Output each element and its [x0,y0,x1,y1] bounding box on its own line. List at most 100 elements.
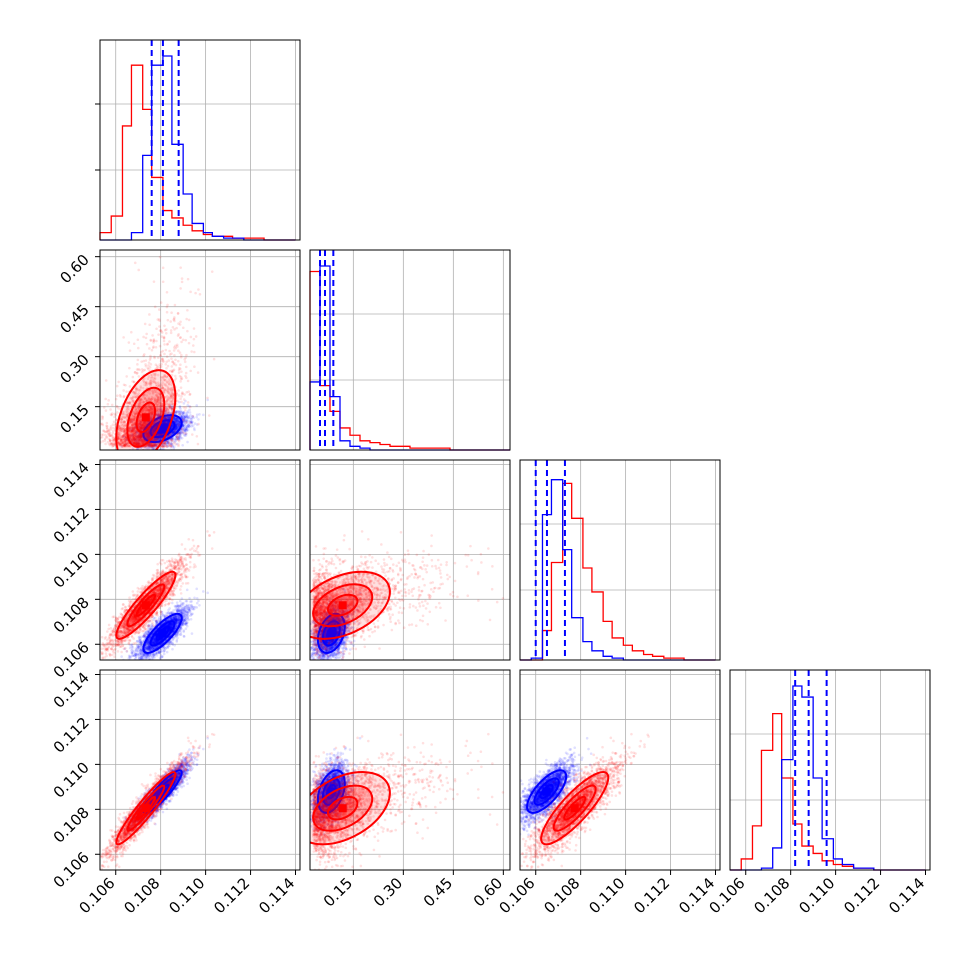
panel-grid [100,40,300,240]
sample-point [189,419,192,423]
sample-point [102,429,105,432]
sample-point [186,404,190,407]
sample-point [173,353,176,357]
sample-point [175,425,178,429]
sample-point [180,353,183,357]
sample-point [189,369,192,373]
sample-point [106,440,110,444]
sample-point [191,420,194,424]
sample-point [181,443,184,447]
sample-point [165,367,168,370]
sample-point [162,336,166,340]
sample-point [177,410,181,413]
sample-point [124,383,127,387]
sample-point [165,360,168,364]
sample-point [186,308,189,312]
sample-point [114,397,118,401]
sample-point [180,431,183,434]
sample-point [133,437,137,441]
sample-point [146,433,150,437]
sample-point [185,414,189,417]
sample-point [109,408,112,411]
sample-point [179,363,182,367]
sample-point [106,429,110,433]
sample-point [133,261,137,265]
sample-point [178,404,182,408]
sample-point [179,287,182,290]
sample-point [154,443,158,446]
sample-point [145,432,149,436]
sample-point [186,379,190,383]
sample-point [109,425,113,428]
sample-point [186,421,189,425]
sample-point [187,419,191,423]
sample-point [151,439,155,442]
sample-point [147,434,151,438]
sample-point [178,336,182,340]
sample-point [175,424,179,428]
sample-point [146,443,150,447]
sample-point [207,414,211,417]
sample-point [176,359,180,363]
sample-point [155,444,158,448]
sample-point [172,430,175,434]
sample-point [146,432,150,435]
sample-point [179,436,182,439]
sample-point [177,349,180,353]
sample-point [78,444,81,447]
sample-point [165,416,168,420]
sample-point [149,417,153,421]
sample-point [110,403,114,407]
histogram-series_a [100,55,296,241]
sample-point [169,331,173,335]
sample-point [108,439,112,443]
sample-point [173,416,176,420]
sample-point [170,424,174,427]
sample-point [164,416,168,420]
sample-point [128,366,131,370]
sample-point [158,325,161,328]
sample-point [153,444,157,447]
sample-point [145,342,149,346]
sample-point [164,411,168,414]
sample-point [183,416,186,419]
sample-point [197,422,200,426]
sample-point [177,424,181,428]
sample-point [186,440,189,444]
sample-point [183,419,187,423]
sample-point [162,421,166,424]
sample-point [183,416,187,419]
sample-point [104,409,108,412]
sample-point [170,437,174,441]
sample-point [171,442,174,446]
sample-point [182,418,185,422]
sample-point [181,428,184,431]
sample-point [137,435,141,438]
sample-point [170,423,174,426]
sample-point [158,308,161,311]
sample-point [151,443,155,446]
sample-point [178,431,181,435]
sample-point [176,422,180,426]
sample-point [184,371,188,375]
sample-point [180,416,184,419]
sample-point [182,402,186,405]
sample-point [140,370,144,374]
sample-point [125,390,128,393]
sample-point [165,443,168,447]
sample-point [97,421,100,424]
sample-point [187,416,191,419]
histogram-panel-0 [99,40,296,241]
sample-point [153,443,157,447]
sample-point [167,421,170,425]
sample-point [171,437,174,441]
sample-point [177,322,180,325]
sample-point [187,318,191,322]
sample-point [180,392,184,396]
sample-point [168,438,171,442]
sample-point [106,402,110,406]
sample-point [101,417,104,421]
sample-point [182,417,186,420]
sample-point [163,421,167,424]
sample-point [169,427,173,430]
